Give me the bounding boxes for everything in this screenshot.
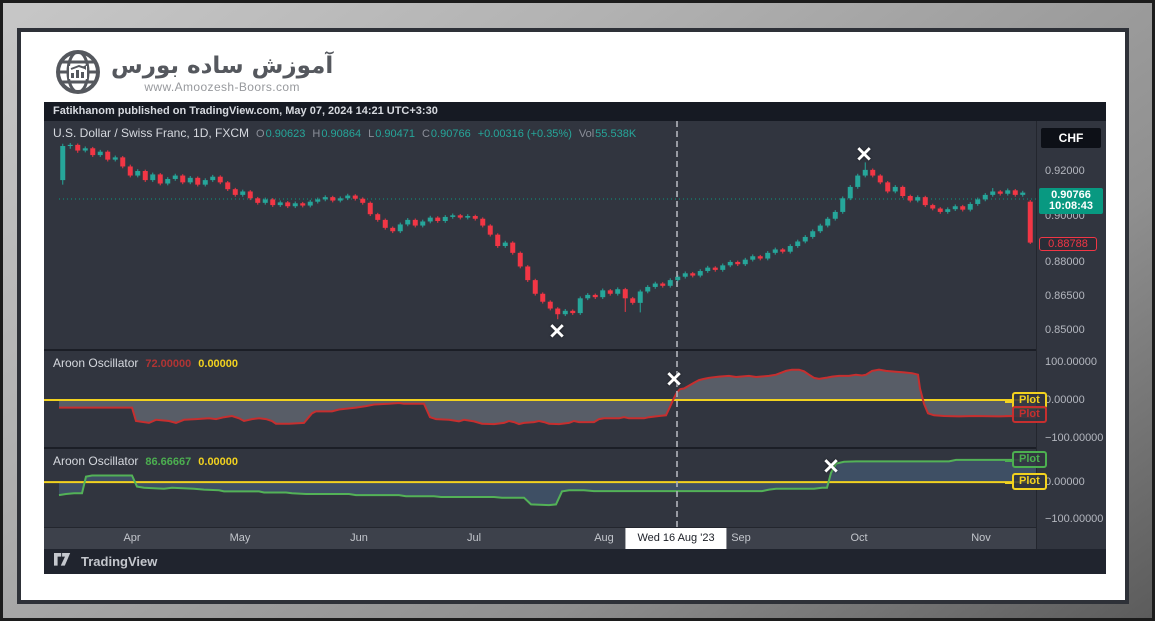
high-value: 0.90864 (321, 128, 362, 140)
aroon1-zero-value: 0.00000 (198, 358, 239, 370)
tradingview-chart: Fatikhanom published on TradingView.com,… (44, 102, 1106, 574)
aroon2-title[interactable]: Aroon Oscillator (53, 454, 139, 468)
aroon1-tick-label: 0.00000 (1045, 393, 1085, 406)
tradingview-footer-link[interactable]: TradingView (81, 554, 158, 569)
candlestick-canvas[interactable] (44, 121, 1036, 349)
aroon1-title[interactable]: Aroon Oscillator (53, 356, 139, 370)
tradingview-logo-icon[interactable] (54, 553, 74, 570)
price-scale[interactable]: CHF 0.90766 10:08:43 0.88788 0.92000 0.90… (1036, 121, 1106, 549)
session-low-badge: 0.88788 (1039, 237, 1097, 252)
aroon2-zero-value: 0.00000 (198, 456, 239, 468)
volume-value: 55.538K (595, 128, 637, 140)
close-label: C (421, 128, 430, 140)
aroon2-tick-label: −100.00000 (1045, 513, 1104, 526)
last-price-value: 0.90766 (1051, 189, 1091, 202)
price-pane[interactable]: U.S. Dollar / Swiss Franc, 1D, FXCM O0.9… (44, 121, 1036, 349)
bar-countdown-timer: 10:08:43 (1048, 200, 1094, 213)
volume-label: Vol (578, 128, 595, 140)
high-label: H (312, 128, 321, 140)
aroon1-tick-label: −100.00000 (1045, 432, 1104, 445)
change-value: +0.00316 (+0.35%) (477, 128, 572, 140)
x-mark-buy-signal-price-bottom[interactable]: ✕ (548, 320, 566, 344)
month-label-nov: Nov (971, 532, 991, 544)
open-value: 0.90623 (265, 128, 306, 140)
currency-toggle-button[interactable]: CHF (1041, 128, 1101, 148)
x-mark-sell-signal-price-top[interactable]: ✕ (855, 143, 873, 167)
x-mark-aroon2-cross-up[interactable]: ✕ (822, 455, 840, 479)
price-tick-label: 0.85000 (1045, 324, 1085, 337)
month-label-jun: Jun (350, 532, 368, 544)
crosshair-vertical-line (676, 121, 678, 527)
month-label-may: May (229, 532, 251, 544)
month-label-apr: Apr (123, 532, 141, 544)
last-price-badge: 0.90766 10:08:43 (1039, 188, 1103, 215)
aroon1-plot-tag[interactable]: Plot (1005, 406, 1047, 423)
month-label-sep: Sep (731, 532, 751, 544)
aroon2-legend: Aroon Oscillator 86.66667 0.00000 (53, 454, 238, 468)
tradingview-footer: TradingView (44, 549, 1106, 574)
brand-title: آموزش ساده بورس (111, 52, 334, 79)
aroon-oscillator-pane-1[interactable]: Aroon Oscillator 72.00000 0.00000 (44, 349, 1036, 447)
symbol-legend: U.S. Dollar / Swiss Franc, 1D, FXCM O0.9… (53, 126, 636, 140)
aroon1-value: 72.00000 (145, 358, 192, 370)
site-brand-link[interactable]: آموزش ساده بورس www.Amoozesh-Boors.com (55, 49, 333, 100)
aroon2-plot-tag[interactable]: Plot (1005, 451, 1047, 468)
month-label-aug: Aug (594, 532, 614, 544)
aroon1-legend: Aroon Oscillator 72.00000 0.00000 (53, 356, 238, 370)
aroon2-canvas[interactable] (44, 449, 1036, 527)
aroon1-canvas[interactable] (44, 351, 1036, 447)
symbol-title[interactable]: U.S. Dollar / Swiss Franc, 1D, FXCM (53, 126, 250, 140)
close-value: 0.90766 (430, 128, 471, 140)
aroon2-zero-plot-tag[interactable]: Plot (1005, 473, 1047, 490)
month-label-jul: Jul (466, 532, 482, 544)
low-value: 0.90471 (375, 128, 415, 140)
price-tick-label: 0.88000 (1045, 255, 1085, 268)
crosshair-date-label: Wed 16 Aug '23 (625, 528, 727, 549)
price-tick-label: 0.92000 (1045, 165, 1085, 177)
time-axis[interactable]: Wed 16 Aug '23 Apr May Jun Jul Aug Sep Oct Nov (44, 527, 1036, 549)
aroon-oscillator-pane-2[interactable]: Aroon Oscillator 86.66667 0.00000 (44, 447, 1036, 527)
content-card: آموزش ساده بورس www.Amoozesh-Boors.com F… (17, 28, 1129, 604)
aroon1-zero-plot-tag[interactable]: Plot (1005, 392, 1047, 409)
aroon1-tick-label: 100.00000 (1045, 355, 1097, 368)
publisher-bar: Fatikhanom published on TradingView.com,… (44, 102, 1106, 121)
month-label-oct: Oct (850, 532, 868, 544)
site-header: آموزش ساده بورس www.Amoozesh-Boors.com (55, 42, 333, 106)
x-mark-aroon1-cross-up[interactable]: ✕ (665, 368, 683, 392)
brand-url: www.Amoozesh-Boors.com (144, 80, 300, 95)
globe-chart-logo-icon (55, 49, 101, 100)
price-tick-label: 0.86500 (1045, 290, 1085, 303)
low-label: L (368, 128, 375, 140)
aroon2-value: 86.66667 (145, 456, 192, 468)
aroon2-tick-label: 0.00000 (1045, 476, 1085, 489)
open-label: O (256, 128, 265, 140)
